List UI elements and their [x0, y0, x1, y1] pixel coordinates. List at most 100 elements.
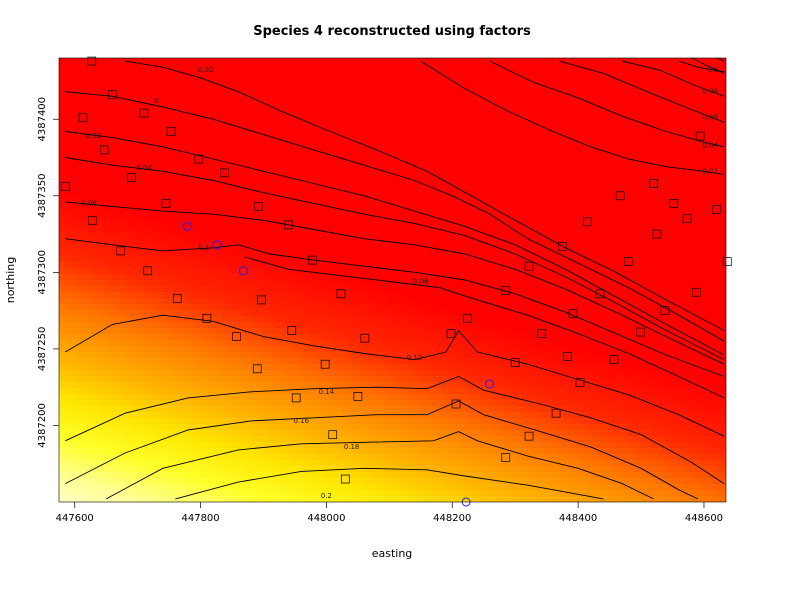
- heat-cell: [719, 280, 725, 286]
- heat-cell: [533, 292, 539, 298]
- heat-cell: [221, 286, 227, 292]
- heat-cell: [317, 310, 323, 316]
- heat-cell: [281, 298, 287, 304]
- heat-cell: [419, 88, 425, 94]
- heat-cell: [251, 148, 257, 154]
- heat-cell: [269, 100, 275, 106]
- heat-cell: [155, 184, 161, 190]
- heat-cell: [335, 244, 341, 250]
- heat-cell: [353, 58, 359, 64]
- heat-cell: [239, 280, 245, 286]
- heat-cell: [713, 214, 719, 220]
- heat-cell: [59, 292, 65, 298]
- heat-cell: [113, 64, 119, 70]
- heat-cell: [239, 118, 245, 124]
- heat-cell: [329, 58, 335, 64]
- heat-cell: [179, 256, 185, 262]
- heat-cell: [191, 172, 197, 178]
- heat-cell: [299, 196, 305, 202]
- heat-cell: [131, 316, 137, 322]
- heat-cell: [527, 58, 533, 64]
- heat-cell: [299, 190, 305, 196]
- heat-cell: [653, 124, 659, 130]
- heat-cell: [203, 208, 209, 214]
- heat-cell: [377, 286, 383, 292]
- heat-cell: [119, 124, 125, 130]
- heat-cell: [353, 316, 359, 322]
- heat-cell: [287, 232, 293, 238]
- heat-cell: [113, 184, 119, 190]
- heat-cell: [677, 166, 683, 172]
- heat-cell: [533, 82, 539, 88]
- heat-cell: [113, 70, 119, 76]
- heat-cell: [173, 88, 179, 94]
- heat-cell: [689, 214, 695, 220]
- heat-cell: [461, 316, 467, 322]
- heat-cell: [461, 76, 467, 82]
- heat-cell: [587, 292, 593, 298]
- heat-cell: [641, 94, 647, 100]
- heat-cell: [197, 190, 203, 196]
- heat-cell: [503, 154, 509, 160]
- heat-cell: [143, 316, 149, 322]
- heat-cell: [413, 298, 419, 304]
- heat-cell: [515, 166, 521, 172]
- heat-cell: [125, 256, 131, 262]
- heat-cell: [173, 106, 179, 112]
- heat-cell: [347, 316, 353, 322]
- heat-cell: [59, 238, 65, 244]
- heat-cell: [623, 280, 629, 286]
- heat-cell: [233, 280, 239, 286]
- heat-cell: [227, 322, 233, 328]
- heat-cell: [275, 112, 281, 118]
- heat-cell: [65, 298, 71, 304]
- heat-cell: [677, 190, 683, 196]
- heat-cell: [215, 148, 221, 154]
- heat-cell: [167, 304, 173, 310]
- heat-cell: [605, 118, 611, 124]
- heat-cell: [605, 310, 611, 316]
- heat-cell: [65, 58, 71, 64]
- heat-cell: [443, 196, 449, 202]
- heat-cell: [239, 262, 245, 268]
- heat-cell: [311, 208, 317, 214]
- heat-cell: [431, 82, 437, 88]
- heat-cell: [203, 280, 209, 286]
- heat-cell: [479, 226, 485, 232]
- heat-cell: [437, 226, 443, 232]
- heat-cell: [647, 220, 653, 226]
- heat-cell: [605, 112, 611, 118]
- heat-cell: [575, 118, 581, 124]
- heat-cell: [443, 202, 449, 208]
- heat-cell: [575, 238, 581, 244]
- heat-cell: [167, 160, 173, 166]
- heat-cell: [413, 88, 419, 94]
- heat-cell: [293, 70, 299, 76]
- heat-cell: [695, 298, 701, 304]
- heat-cell: [173, 244, 179, 250]
- heat-cell: [701, 190, 707, 196]
- heat-cell: [101, 292, 107, 298]
- heat-cell: [605, 100, 611, 106]
- heat-cell: [419, 142, 425, 148]
- heat-cell: [569, 286, 575, 292]
- heat-cell: [269, 136, 275, 142]
- heat-cell: [539, 226, 545, 232]
- heat-cell: [563, 220, 569, 226]
- heat-cell: [293, 76, 299, 82]
- heat-cell: [221, 256, 227, 262]
- heat-cell: [131, 106, 137, 112]
- heat-cell: [719, 94, 725, 100]
- heat-cell: [275, 286, 281, 292]
- heat-cell: [593, 250, 599, 256]
- heat-cell: [629, 184, 635, 190]
- heat-cell: [125, 226, 131, 232]
- heat-cell: [425, 322, 431, 328]
- heat-cell: [401, 88, 407, 94]
- heat-cell: [281, 130, 287, 136]
- heat-cell: [341, 124, 347, 130]
- heat-cell: [281, 190, 287, 196]
- heat-cell: [653, 250, 659, 256]
- heat-cell: [95, 226, 101, 232]
- heat-cell: [341, 112, 347, 118]
